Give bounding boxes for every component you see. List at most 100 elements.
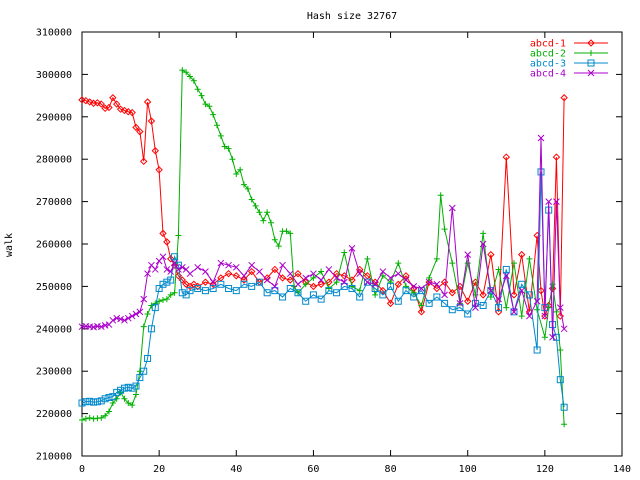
data-point (167, 255, 175, 263)
x-tick-label: 80 (385, 464, 397, 475)
data-point (286, 285, 294, 293)
data-point (86, 397, 94, 405)
data-point (144, 310, 151, 317)
data-point (202, 268, 209, 275)
data-point (178, 263, 186, 271)
data-point (214, 122, 220, 129)
series-abcd-2 (79, 67, 568, 428)
data-point (120, 384, 128, 392)
data-point (356, 270, 364, 278)
data-point (163, 278, 171, 286)
y-tick-label: 220000 (36, 409, 72, 420)
data-point (256, 209, 263, 216)
data-point (549, 281, 556, 288)
data-point (155, 166, 163, 174)
data-point (480, 230, 487, 237)
data-point (113, 388, 121, 396)
data-point (464, 260, 471, 267)
data-point (479, 240, 487, 248)
data-point (387, 279, 394, 286)
y-tick-label: 280000 (36, 155, 72, 166)
data-point (487, 287, 495, 294)
data-point (364, 278, 371, 286)
data-point (363, 278, 371, 286)
data-point (333, 279, 340, 286)
data-point (106, 408, 112, 415)
data-point (479, 291, 487, 299)
data-point (557, 347, 564, 353)
data-point (240, 280, 248, 288)
data-point (552, 153, 561, 161)
data-point (93, 99, 102, 107)
data-point (255, 278, 263, 286)
data-point (136, 308, 144, 316)
data-point (206, 103, 213, 110)
data-point (553, 308, 560, 315)
data-point (510, 308, 518, 316)
data-point (109, 393, 117, 401)
data-point (294, 289, 302, 297)
data-point (548, 284, 557, 293)
data-point (132, 123, 140, 132)
data-point (151, 266, 159, 273)
data-point (552, 333, 560, 341)
data-point (167, 268, 175, 275)
data-point (402, 272, 410, 280)
data-point (545, 198, 553, 205)
x-tick-label: 120 (536, 464, 554, 475)
data-point (82, 415, 89, 422)
y-tick-label: 310000 (36, 28, 72, 39)
data-point (159, 229, 167, 238)
data-point (217, 132, 224, 139)
data-point (356, 293, 364, 301)
data-point (271, 265, 279, 274)
data-point (229, 156, 236, 163)
data-point (317, 295, 325, 303)
data-point (128, 108, 136, 117)
data-point (237, 166, 244, 173)
data-point (187, 73, 193, 80)
data-point (487, 294, 494, 300)
data-point (394, 280, 402, 288)
data-point (417, 287, 425, 295)
data-point (403, 283, 409, 290)
data-point (449, 260, 456, 267)
data-point (440, 278, 449, 286)
data-point (341, 249, 348, 256)
y-tick-label: 290000 (36, 112, 72, 123)
data-point (556, 376, 564, 384)
data-point (395, 260, 402, 267)
data-point (194, 263, 202, 271)
legend-label: abcd-3 (530, 59, 566, 70)
series-abcd-4 (78, 134, 568, 341)
data-point (372, 291, 379, 298)
data-point (225, 145, 232, 152)
data-point (171, 289, 178, 296)
data-point (333, 289, 341, 297)
y-axis-label: walk (4, 233, 15, 257)
series-line (81, 96, 565, 317)
data-point (541, 312, 549, 320)
data-point (279, 293, 287, 301)
data-point (410, 293, 418, 301)
data-point (271, 283, 279, 290)
legend-label: abcd-1 (530, 39, 566, 50)
data-point (541, 334, 548, 341)
data-point (556, 312, 564, 320)
data-point (90, 398, 98, 406)
data-point (426, 274, 433, 281)
x-tick-label: 140 (613, 464, 631, 475)
data-point (97, 323, 105, 331)
data-point (387, 274, 394, 282)
data-point (283, 228, 290, 235)
data-point (175, 232, 182, 239)
data-point (425, 278, 433, 286)
data-point (202, 101, 209, 108)
data-point (448, 306, 456, 314)
data-point (151, 147, 159, 155)
data-point (441, 299, 449, 307)
y-tick-label: 210000 (36, 452, 72, 463)
data-point (317, 280, 325, 288)
y-tick-label: 300000 (36, 70, 72, 81)
data-point (105, 103, 113, 112)
